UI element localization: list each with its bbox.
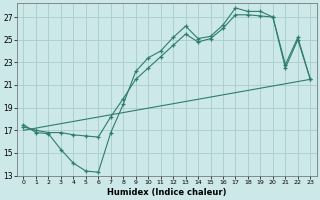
X-axis label: Humidex (Indice chaleur): Humidex (Indice chaleur): [107, 188, 227, 197]
